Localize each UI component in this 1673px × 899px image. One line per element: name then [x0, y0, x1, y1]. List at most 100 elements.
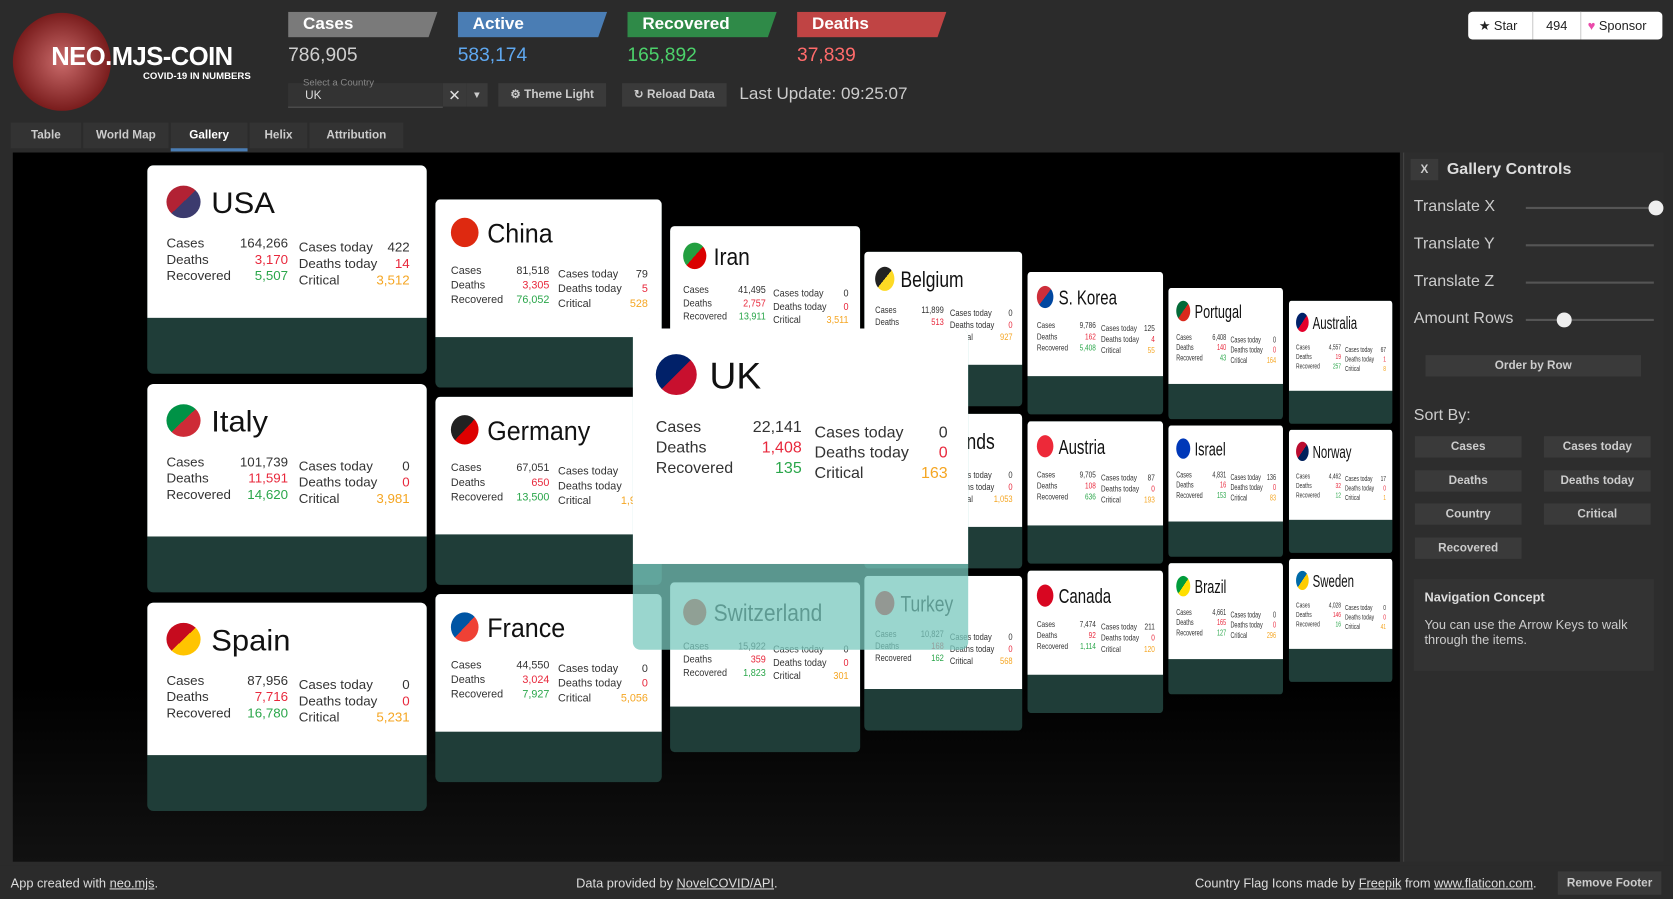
sort-button[interactable]: Deaths — [1414, 469, 1522, 492]
tab[interactable]: Helix — [249, 122, 308, 149]
country-card[interactable]: Austria Cases 9,705 Deaths 108 Recovered 636 Ca… — [1027, 421, 1164, 564]
stat-value: 0 — [1008, 307, 1013, 319]
stat-value: 193 — [1144, 494, 1155, 505]
footer-link[interactable]: www.flaticon.com — [1434, 875, 1534, 891]
footer-left: App created with neo.mjs. — [11, 876, 158, 891]
flag — [1296, 441, 1309, 462]
stat-value: 120 — [1144, 644, 1155, 654]
flag — [1036, 584, 1054, 607]
clear-button[interactable]: ✕ — [442, 83, 467, 107]
stat-value: 650 — [531, 475, 550, 489]
country-card[interactable]: Israel Cases 4,831 Deaths 16 Recovered 153 Case… — [1168, 425, 1283, 557]
stat-value: 0 — [1272, 610, 1276, 620]
sort-button[interactable]: Country — [1414, 503, 1522, 525]
logo-icon — [12, 12, 111, 111]
slider-track — [1525, 244, 1654, 247]
country-card[interactable]: Spain Cases 87,956 Deaths 7,716 Recovered 16,7… — [147, 602, 427, 812]
country-card[interactable]: Germany Cases 67,051 Deaths 650 Recovered 13,5… — [435, 396, 662, 585]
footer-link[interactable]: neo.mjs — [109, 875, 155, 891]
tab[interactable]: Table — [10, 122, 82, 149]
stat-value: 0 — [641, 676, 648, 690]
stat-label: Recovered — [875, 652, 912, 664]
country-card[interactable]: France Cases 44,550 Deaths 3,024 Recovered 7,9… — [435, 594, 662, 783]
stat-value: 17 — [1380, 474, 1387, 483]
sort-button[interactable]: Deaths today — [1543, 469, 1651, 492]
slider-thumb[interactable] — [1556, 312, 1572, 328]
stat-value: 5,408 — [1079, 342, 1096, 353]
tab[interactable]: Gallery — [170, 122, 248, 152]
stat-label: Deaths — [655, 438, 707, 457]
reload-button[interactable]: ↻ Reload Data — [622, 83, 727, 107]
star-button[interactable]: ★ Star — [1478, 18, 1518, 34]
stat-label: Recovered — [1296, 491, 1320, 500]
footer-link[interactable]: Freepik — [1358, 875, 1402, 891]
stat-label: Recovered — [1036, 342, 1069, 353]
tab[interactable]: World Map — [83, 122, 169, 149]
dropdown-trigger[interactable]: ▼ — [466, 83, 488, 107]
stat-label: Recovered — [1296, 361, 1320, 371]
star-count[interactable]: 494 — [1532, 11, 1582, 40]
country-card[interactable]: Canada Cases 7,474 Deaths 92 Recovered 1,114 Ca… — [1027, 570, 1164, 713]
gallery-controls: X Gallery Controls Order by Row Sort By:… — [1403, 152, 1664, 862]
tab[interactable]: Attribution — [309, 122, 404, 149]
flag — [875, 266, 895, 291]
stat-value: 22,141 — [752, 418, 802, 436]
stat-label: Deaths today — [814, 443, 909, 462]
close-button[interactable]: X — [1410, 158, 1439, 181]
country-card[interactable]: S. Korea Cases 9,786 Deaths 162 Recovered 5,40… — [1027, 271, 1164, 415]
country-card[interactable]: USA Cases 164,266 Deaths 3,170 Recovered 5,507… — [147, 165, 427, 374]
stat-value: 3,305 — [522, 278, 550, 292]
stat-value: 16 — [1220, 480, 1227, 490]
stat-value: 79 — [635, 267, 648, 281]
country-card[interactable]: Australia Cases 4,557 Deaths 19 Recovered 257 C… — [1288, 300, 1393, 424]
order-button[interactable]: Order by Row — [1425, 355, 1642, 377]
stat-value: 162 — [931, 652, 944, 664]
stat-value: 83 — [1269, 493, 1276, 503]
stat-value: 786,905 — [288, 43, 358, 66]
country-card[interactable]: Sweden Cases 4,028 Deaths 146 Recovered 16 Case… — [1288, 558, 1393, 682]
country-card[interactable]: Brazil Cases 4,661 Deaths 165 Recovered 127 Cas… — [1168, 563, 1283, 695]
stat-value: 211 — [1144, 621, 1155, 632]
stat-value: 1,053 — [993, 493, 1013, 505]
stat-value: 162 — [1085, 331, 1096, 342]
stat-value: 163 — [921, 464, 948, 483]
stat-label: Cases today — [1230, 335, 1261, 345]
stat-value: 108 — [1085, 480, 1096, 491]
stat-label: Cases today — [1230, 472, 1261, 482]
remove-footer-button[interactable]: Remove Footer — [1557, 871, 1662, 895]
country-select[interactable]: Select a Country UK — [288, 77, 443, 108]
stat-value: 127 — [1216, 628, 1227, 638]
stat-label: Recovered — [166, 706, 231, 721]
stat-label: Deaths — [1036, 480, 1058, 491]
stat-label: Critical — [1344, 493, 1361, 502]
sort-button[interactable]: Cases — [1414, 436, 1522, 458]
flag — [1296, 570, 1309, 591]
sort-button[interactable]: Cases today — [1543, 436, 1651, 458]
sponsor-button[interactable]: ♥ Sponsor — [1587, 18, 1647, 34]
country-card[interactable]: China Cases 81,518 Deaths 3,305 Recovered 76,0… — [435, 199, 662, 388]
sort-button[interactable]: Critical — [1543, 503, 1651, 525]
stat-label: Deaths today — [1101, 334, 1140, 345]
footer-link[interactable]: NovelCOVID/API — [676, 875, 775, 891]
slider-label: Translate Z — [1413, 271, 1495, 291]
stat-value: 0 — [402, 459, 410, 474]
slider-thumb[interactable] — [1648, 200, 1664, 216]
stat-value: 636 — [1085, 492, 1096, 502]
selected-card[interactable]: UK Cases 22,141 Deaths 1,408 Recovered 135 Case… — [632, 328, 969, 650]
stat-label: Critical — [1230, 493, 1248, 503]
country-card[interactable]: Italy Cases 101,739 Deaths 11,591 Recovered 14… — [147, 383, 427, 593]
stat-label: Recovered — [1176, 490, 1203, 500]
theme-button[interactable]: ⚙ Theme Light — [498, 83, 607, 107]
stat-value: 3,512 — [376, 273, 410, 288]
stat-label: Deaths — [1036, 630, 1058, 641]
stat-label: Recovered — [627, 11, 777, 38]
stat-value: 568 — [999, 655, 1013, 667]
flag — [1036, 285, 1054, 309]
stat-label: Deaths — [683, 297, 712, 309]
stat-label: Cases today — [1101, 472, 1137, 483]
country-card[interactable]: Norway Cases 4,462 Deaths 32 Recovered 12 Cases… — [1288, 429, 1393, 553]
sort-button[interactable]: Recovered — [1414, 536, 1522, 559]
select-value: UK — [305, 89, 322, 103]
footer-text: . — [154, 875, 159, 891]
country-card[interactable]: Portugal Cases 6,408 Deaths 140 Recovered 43 Ca… — [1168, 287, 1283, 420]
